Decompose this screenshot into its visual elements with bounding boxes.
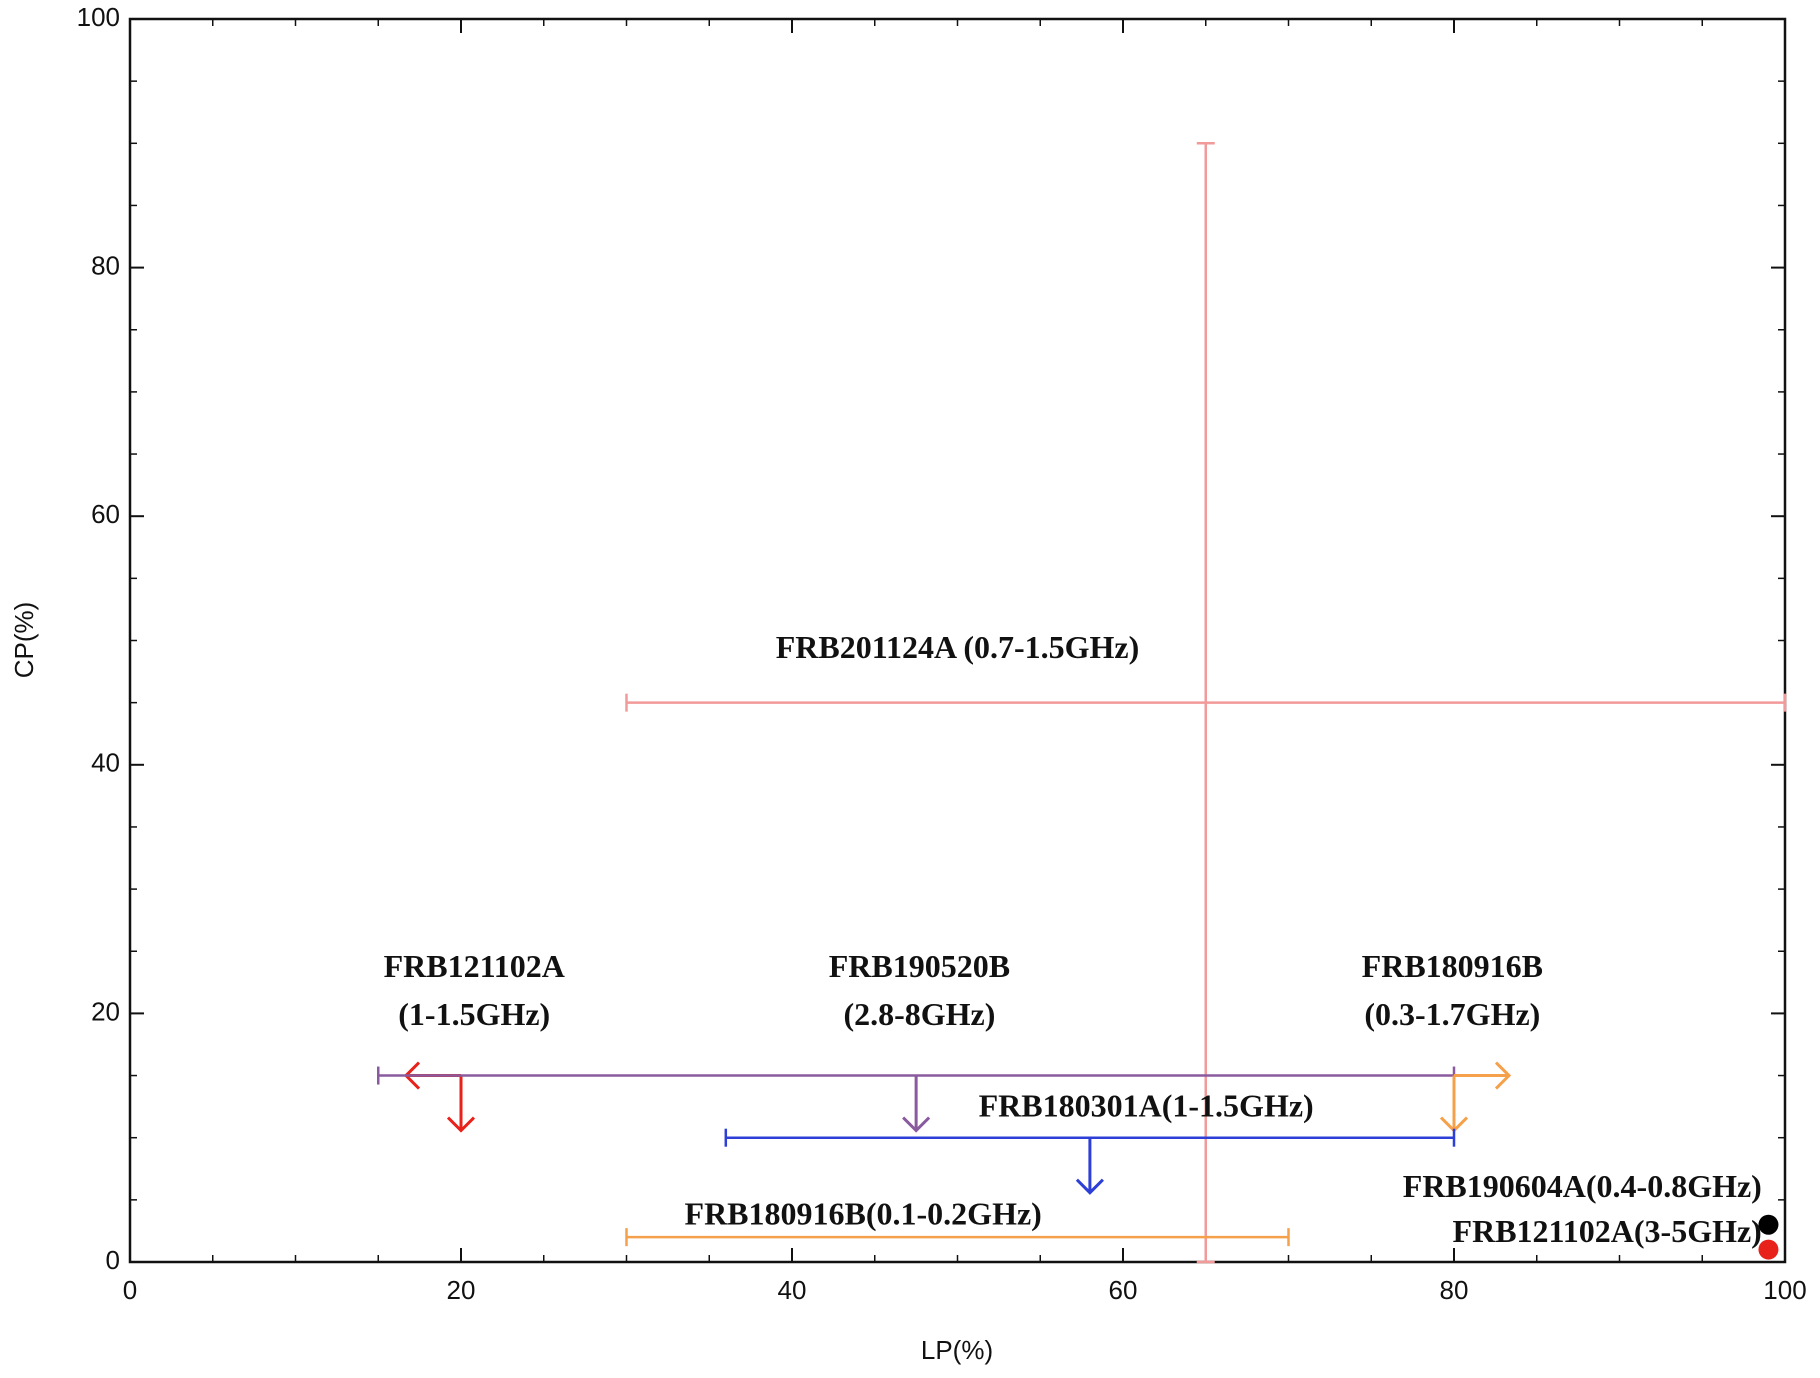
series-label: (1-1.5GHz) [398,996,550,1032]
y-tick-label: 100 [77,2,120,32]
y-limit-arrow [1439,1075,1469,1133]
x-tick-label: 0 [123,1275,137,1305]
series-label: FRB121102A [384,948,565,984]
x-tick-label: 40 [778,1275,807,1305]
series-label: FRB180301A(1-1.5GHz) [979,1087,1314,1123]
series-group [724,1128,1456,1195]
y-tick-label: 40 [91,748,120,778]
series-label: FRB180916B [1362,948,1543,984]
series-label: (2.8-8GHz) [843,996,995,1032]
series-label: (0.3-1.7GHz) [1364,996,1540,1032]
x-tick-label: 80 [1440,1275,1469,1305]
series-label: FRB190520B [829,948,1010,984]
x-axis-title: LP(%) [921,1335,993,1365]
x-tick-label: 60 [1109,1275,1138,1305]
y-limit-arrow [902,1075,931,1133]
point [1758,1239,1779,1260]
series-label: FRB201124A (0.7-1.5GHz) [776,629,1140,665]
series-group [403,1061,476,1133]
series-group [1758,1214,1779,1235]
series-label: FRB121102A(3-5GHz) [1453,1213,1762,1249]
point [1758,1214,1779,1235]
series-label: FRB180916B(0.1-0.2GHz) [685,1196,1042,1232]
y-axis-title: CP(%) [9,602,39,679]
y-limit-arrow [446,1075,476,1133]
y-tick-label: 80 [91,250,120,280]
series-label: FRB190604A(0.4-0.8GHz) [1403,1168,1762,1204]
y-limit-arrow [1075,1137,1104,1195]
y-tick-label: 0 [106,1245,120,1275]
y-tick-label: 60 [91,499,120,529]
x-tick-label: 100 [1763,1275,1806,1305]
x-limit-arrow [1454,1061,1512,1090]
y-tick-label: 20 [91,996,120,1026]
series-group [625,1228,1290,1247]
x-tick-label: 20 [447,1275,476,1305]
series-group [1439,1061,1512,1133]
series-group [1758,1239,1779,1260]
